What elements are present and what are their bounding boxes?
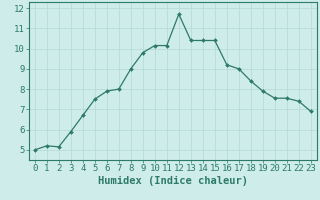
X-axis label: Humidex (Indice chaleur): Humidex (Indice chaleur) <box>98 176 248 186</box>
